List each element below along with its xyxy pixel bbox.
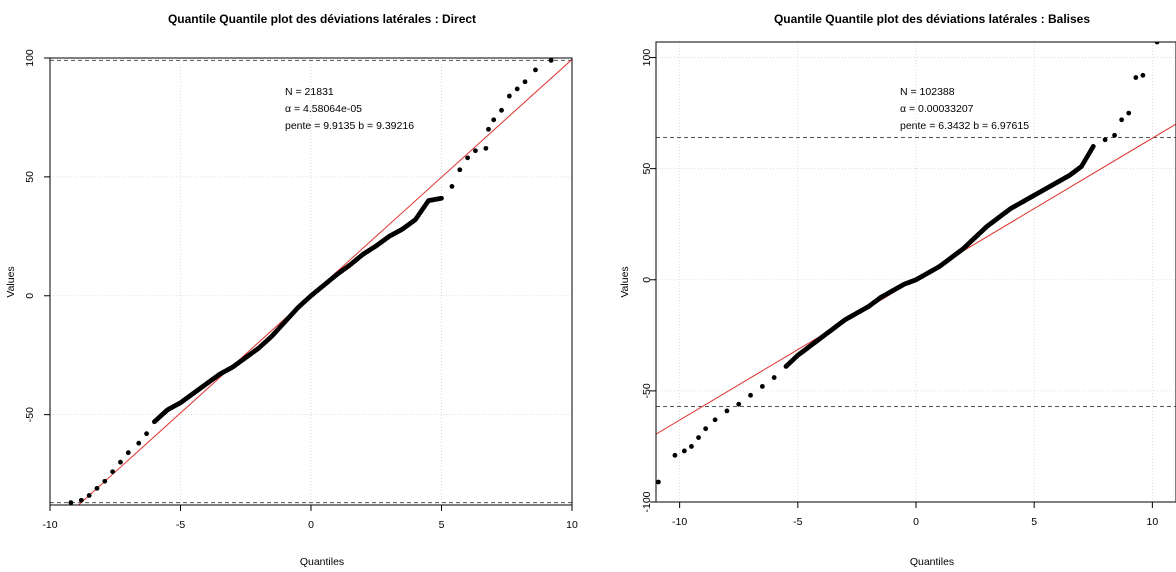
data-point xyxy=(486,126,491,132)
data-point xyxy=(118,459,123,465)
y-tick-label: -50 xyxy=(641,383,653,398)
data-point xyxy=(759,384,765,389)
x-axis-label: Quantiles xyxy=(300,556,344,568)
y-tick-label: 0 xyxy=(24,293,36,299)
stats-annotation: pente = 6.3432 b = 6.97615 xyxy=(900,120,1029,132)
data-point xyxy=(1169,33,1174,38)
x-tick-label: 5 xyxy=(1031,516,1037,528)
x-tick-label: -5 xyxy=(176,519,185,531)
plot-area-direct xyxy=(50,58,572,505)
data-point xyxy=(473,148,478,154)
stats-annotation: N = 102388 xyxy=(900,86,955,98)
x-tick-label: 10 xyxy=(566,519,578,531)
y-tick-label: -100 xyxy=(641,491,653,512)
data-point xyxy=(656,479,661,485)
x-tick-label: 0 xyxy=(308,519,314,531)
data-point xyxy=(1112,132,1117,138)
data-point xyxy=(522,79,528,85)
data-point xyxy=(1154,42,1160,45)
data-point xyxy=(144,431,149,437)
data-point xyxy=(696,435,701,440)
y-tick-label: 100 xyxy=(641,49,653,67)
data-point xyxy=(533,67,538,73)
data-point xyxy=(1126,110,1132,116)
data-point xyxy=(1133,75,1139,80)
data-point xyxy=(506,93,512,99)
data-point xyxy=(457,167,463,173)
data-point xyxy=(736,401,742,407)
x-tick-label: -10 xyxy=(672,516,687,528)
data-point xyxy=(1090,144,1096,149)
data-point xyxy=(491,117,497,123)
x-axis-label: Quantiles xyxy=(910,556,954,568)
data-point xyxy=(748,392,753,398)
data-point xyxy=(449,183,455,189)
chart-title-direct: Quantile Quantile plot des déviations la… xyxy=(168,12,476,26)
data-point xyxy=(125,450,131,456)
data-point xyxy=(483,145,489,151)
data-point xyxy=(465,155,470,161)
data-point xyxy=(1119,117,1125,123)
y-tick-label: 50 xyxy=(641,163,653,175)
x-tick-label: -10 xyxy=(42,519,57,531)
plot-area-balises xyxy=(656,33,1176,502)
x-tick-label: 10 xyxy=(1147,516,1159,528)
data-point xyxy=(548,58,554,63)
data-point xyxy=(110,469,116,475)
data-point xyxy=(724,408,730,414)
stats-annotation: pente = 9.9135 b = 9.39216 xyxy=(285,120,414,132)
data-point xyxy=(136,440,142,446)
data-point xyxy=(514,86,520,92)
stats-annotation: N = 21831 xyxy=(285,86,334,98)
x-tick-label: 0 xyxy=(913,516,919,528)
data-point xyxy=(86,493,92,498)
data-point xyxy=(771,375,777,380)
y-tick-label: 0 xyxy=(641,277,653,283)
data-point xyxy=(689,444,694,449)
chart-title-balises: Quantile Quantile plot des déviations la… xyxy=(774,12,1090,26)
stats-annotation: α = 0.00033207 xyxy=(900,103,974,115)
y-axis-label: Values xyxy=(5,266,17,297)
y-tick-label: 100 xyxy=(24,49,36,67)
data-point xyxy=(681,448,687,454)
data-point xyxy=(672,452,678,458)
data-point xyxy=(1140,72,1146,78)
x-tick-label: 5 xyxy=(439,519,445,531)
y-axis-label: Values xyxy=(619,266,631,297)
data-point xyxy=(1102,137,1108,143)
y-tick-label: -50 xyxy=(24,407,36,422)
x-tick-label: -5 xyxy=(793,516,802,528)
data-point xyxy=(703,426,709,432)
stats-annotation: α = 4.58064e-05 xyxy=(285,103,362,115)
data-point xyxy=(712,417,718,423)
data-point xyxy=(78,497,84,503)
fit-line xyxy=(656,123,1176,435)
data-point xyxy=(499,107,504,113)
data-point xyxy=(102,478,108,484)
data-point xyxy=(94,485,100,491)
data-point xyxy=(68,500,74,505)
y-tick-label: 50 xyxy=(24,171,36,183)
data-point xyxy=(439,195,444,201)
